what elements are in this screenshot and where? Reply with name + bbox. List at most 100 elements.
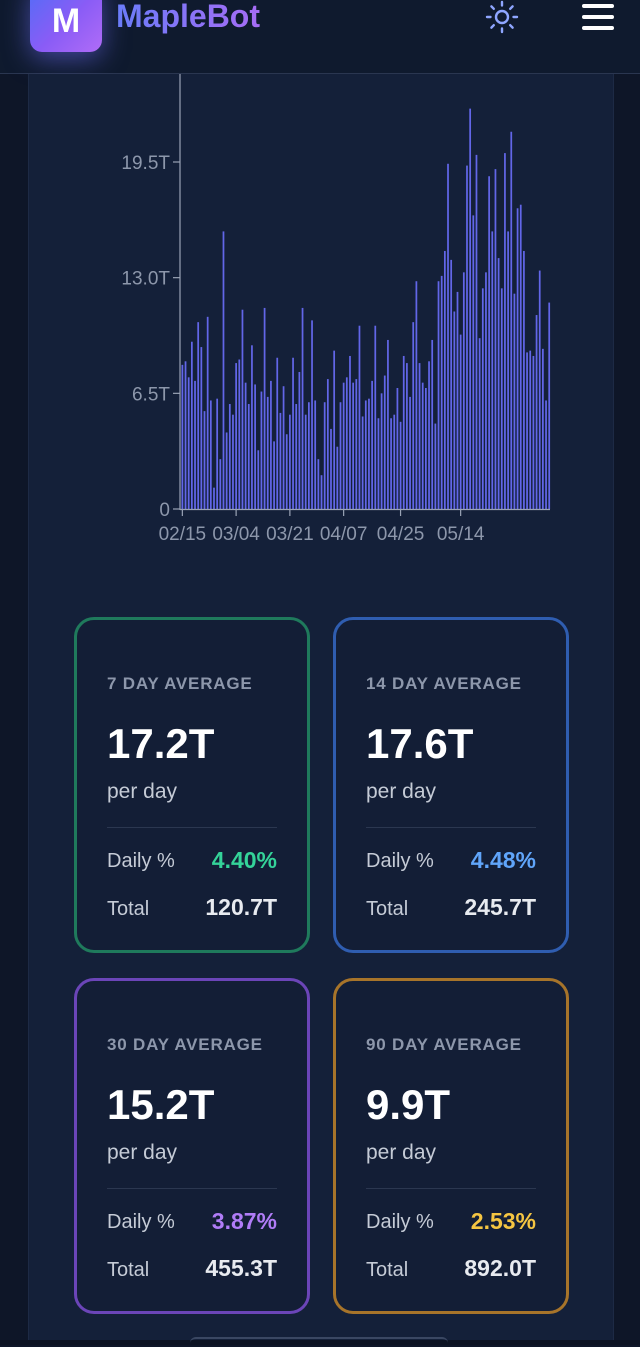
volume-bar[interactable]: [209, 400, 212, 509]
volume-bar[interactable]: [412, 322, 415, 509]
volume-bar[interactable]: [266, 396, 269, 509]
volume-bar[interactable]: [368, 398, 370, 509]
volume-bar[interactable]: [285, 434, 288, 509]
volume-bar[interactable]: [349, 355, 351, 509]
volume-bar[interactable]: [200, 347, 203, 509]
volume-bar[interactable]: [485, 272, 487, 509]
volume-bar[interactable]: [447, 163, 449, 509]
volume-bar[interactable]: [187, 377, 190, 509]
volume-bar[interactable]: [282, 386, 285, 509]
volume-bar[interactable]: [494, 169, 497, 509]
volume-bar[interactable]: [339, 402, 342, 509]
volume-bar[interactable]: [260, 391, 263, 509]
volume-bar[interactable]: [276, 357, 279, 509]
volume-bar[interactable]: [548, 302, 551, 509]
volume-bar[interactable]: [434, 423, 437, 509]
volume-bar[interactable]: [453, 311, 456, 509]
volume-bar[interactable]: [247, 404, 250, 509]
volume-bar[interactable]: [213, 487, 215, 509]
volume-bar[interactable]: [342, 382, 345, 509]
volume-bar[interactable]: [519, 204, 522, 509]
volume-bar[interactable]: [238, 359, 241, 509]
volume-bar[interactable]: [399, 421, 402, 509]
volume-bar[interactable]: [301, 307, 304, 509]
volume-bar[interactable]: [254, 384, 256, 509]
volume-bar[interactable]: [523, 250, 525, 509]
volume-bar[interactable]: [402, 355, 405, 509]
volume-bar[interactable]: [184, 361, 187, 509]
volume-bar[interactable]: [289, 414, 291, 509]
volume-bar[interactable]: [270, 380, 272, 509]
volume-bar[interactable]: [513, 293, 516, 509]
volume-bar[interactable]: [478, 338, 481, 509]
volume-bar[interactable]: [437, 281, 440, 509]
volume-bar[interactable]: [510, 131, 513, 509]
volume-bar[interactable]: [500, 288, 503, 509]
volume-bar[interactable]: [393, 414, 396, 509]
volume-bar[interactable]: [532, 355, 535, 509]
volume-bar[interactable]: [317, 459, 320, 509]
volume-bar[interactable]: [263, 307, 266, 509]
volume-bar[interactable]: [251, 345, 253, 509]
volume-bar[interactable]: [364, 400, 367, 509]
volume-bar[interactable]: [529, 350, 532, 509]
volume-bar[interactable]: [526, 352, 528, 509]
volume-bar[interactable]: [216, 398, 219, 509]
volume-bar[interactable]: [431, 339, 434, 509]
volume-bar[interactable]: [383, 375, 386, 509]
hamburger-menu-icon[interactable]: [580, 2, 616, 32]
volume-bar[interactable]: [355, 379, 358, 509]
volume-bar[interactable]: [396, 387, 399, 509]
volume-bar[interactable]: [219, 459, 222, 509]
volume-bar[interactable]: [390, 418, 392, 509]
volume-bar[interactable]: [197, 322, 200, 509]
volume-bar[interactable]: [314, 400, 317, 509]
logo-badge[interactable]: M: [30, 0, 102, 52]
volume-bar[interactable]: [241, 309, 244, 509]
volume-bar[interactable]: [545, 400, 547, 509]
volume-bar[interactable]: [538, 270, 541, 509]
volume-bar[interactable]: [320, 475, 323, 509]
volume-bar[interactable]: [421, 382, 424, 509]
volume-bar[interactable]: [194, 380, 196, 509]
volume-bar[interactable]: [387, 339, 389, 509]
volume-bar[interactable]: [295, 404, 298, 509]
volume-bar[interactable]: [507, 231, 509, 509]
volume-bar[interactable]: [361, 416, 364, 509]
volume-bar[interactable]: [330, 428, 332, 509]
volume-bar[interactable]: [425, 387, 427, 509]
volume-bar[interactable]: [203, 411, 206, 509]
volume-bar[interactable]: [311, 320, 313, 509]
volume-bar[interactable]: [273, 441, 275, 509]
volume-bar[interactable]: [222, 231, 225, 509]
volume-bar[interactable]: [374, 325, 377, 509]
volume-bar[interactable]: [292, 357, 294, 509]
volume-bar[interactable]: [244, 382, 247, 509]
volume-bar[interactable]: [440, 275, 443, 509]
volume-bar[interactable]: [181, 364, 184, 509]
volume-bar[interactable]: [232, 414, 234, 509]
volume-bar[interactable]: [443, 250, 446, 509]
volume-bar[interactable]: [345, 377, 348, 509]
volume-bar[interactable]: [456, 291, 459, 509]
volume-bar[interactable]: [516, 208, 519, 509]
volume-bar[interactable]: [475, 154, 478, 509]
volume-bar[interactable]: [225, 432, 228, 509]
volume-bar[interactable]: [228, 404, 231, 509]
volume-bar[interactable]: [542, 348, 544, 509]
volume-bar[interactable]: [326, 379, 329, 509]
volume-bar[interactable]: [352, 382, 355, 509]
sun-icon[interactable]: [484, 0, 520, 34]
volume-bar[interactable]: [491, 231, 494, 509]
volume-bar[interactable]: [371, 380, 373, 509]
volume-bar[interactable]: [333, 350, 336, 509]
volume-bar[interactable]: [257, 450, 260, 509]
brand-name[interactable]: MapleBot: [116, 0, 260, 36]
volume-bar[interactable]: [488, 176, 490, 509]
volume-bar[interactable]: [206, 316, 209, 509]
volume-bar[interactable]: [415, 281, 418, 509]
volume-bar[interactable]: [308, 402, 310, 509]
volume-bar[interactable]: [304, 414, 307, 509]
volume-bar[interactable]: [472, 215, 475, 509]
volume-bar[interactable]: [535, 315, 538, 509]
